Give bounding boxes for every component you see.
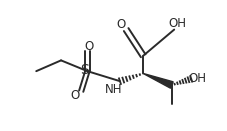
Text: OH: OH [187, 72, 205, 85]
Text: OH: OH [168, 17, 185, 30]
Text: NH: NH [105, 83, 122, 96]
Text: S: S [80, 63, 88, 77]
Text: O: O [84, 40, 93, 53]
Text: O: O [70, 89, 79, 102]
Text: O: O [116, 18, 126, 31]
Polygon shape [143, 73, 173, 88]
